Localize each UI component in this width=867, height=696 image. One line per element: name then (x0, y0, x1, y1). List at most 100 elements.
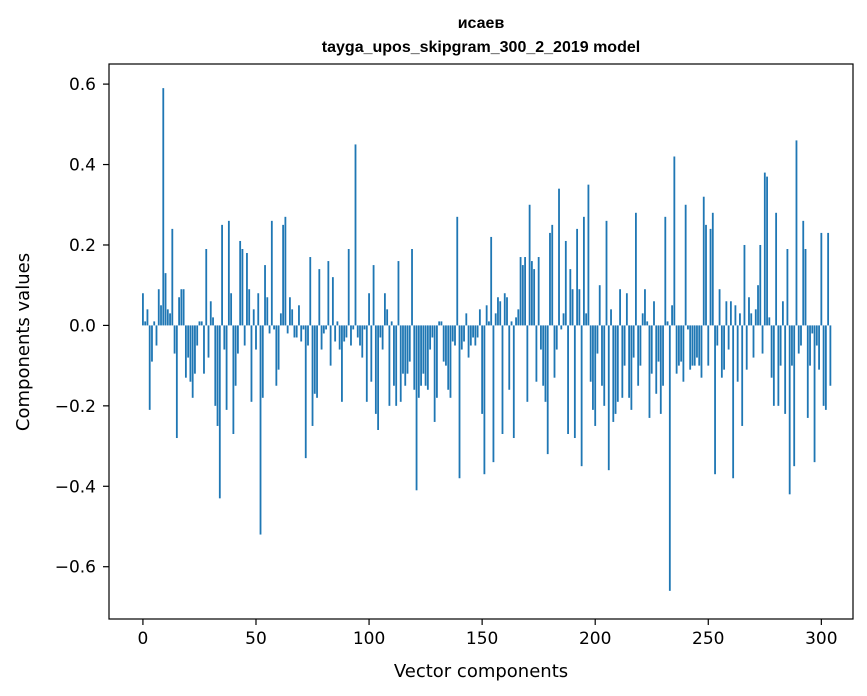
bar (736, 325, 739, 382)
x-axis-label: Vector components (394, 661, 568, 682)
bar (352, 325, 355, 330)
bar (564, 240, 567, 326)
bar (447, 325, 450, 390)
bar (528, 204, 531, 326)
bar (279, 313, 282, 326)
bar (465, 313, 468, 326)
bar (194, 325, 196, 374)
bar (815, 325, 818, 346)
bar (474, 325, 477, 346)
bar (711, 212, 714, 326)
bar (802, 220, 805, 326)
bar (148, 325, 151, 410)
bar (497, 297, 499, 326)
bar (291, 309, 294, 326)
bar (793, 325, 796, 467)
bar (691, 325, 694, 366)
bar (449, 325, 452, 398)
bar (406, 325, 409, 374)
bar (270, 220, 273, 326)
bar (232, 325, 235, 434)
bar (329, 325, 332, 366)
bar (399, 325, 402, 402)
bar (298, 305, 300, 326)
bar (754, 309, 757, 326)
bar (822, 325, 825, 406)
bar (827, 232, 830, 326)
bar (381, 325, 384, 350)
bar (512, 325, 515, 439)
bar (779, 325, 782, 366)
bar (576, 228, 579, 326)
y-tick-label: −0.6 (55, 558, 96, 578)
bar (374, 325, 377, 414)
bar (524, 257, 526, 326)
bar (519, 257, 522, 326)
bar (388, 325, 391, 406)
bar (241, 249, 244, 326)
bar (216, 325, 219, 426)
bar (212, 317, 214, 326)
bar (619, 289, 621, 326)
bar (492, 325, 495, 463)
bar (264, 265, 266, 326)
bar (741, 325, 744, 426)
bar (284, 216, 287, 326)
bar (390, 321, 393, 326)
bar (347, 249, 350, 326)
bar (302, 325, 305, 330)
bar (151, 325, 153, 362)
bar (709, 228, 712, 326)
bar (612, 325, 615, 422)
bar (363, 325, 366, 330)
bar (791, 325, 793, 366)
bar (395, 325, 398, 406)
bar (759, 244, 762, 326)
bar (585, 313, 588, 326)
bar (243, 325, 246, 346)
bar (757, 285, 759, 326)
y-tick-label: 0.0 (69, 316, 96, 336)
bar (189, 325, 192, 382)
bar (282, 224, 285, 326)
bar (610, 309, 612, 326)
x-tick-label: 150 (466, 629, 498, 649)
bar (336, 321, 339, 326)
bar (623, 325, 626, 366)
x-tick-label: 100 (353, 629, 385, 649)
bar (499, 301, 502, 326)
bar (696, 325, 698, 358)
bar (361, 325, 364, 358)
bar (635, 212, 637, 326)
bar (155, 325, 158, 346)
bar (227, 220, 230, 326)
bar (800, 325, 802, 346)
bar (316, 325, 318, 398)
bar (338, 325, 341, 350)
bar (166, 309, 169, 326)
bar (257, 293, 260, 326)
bar (537, 257, 540, 326)
bar (370, 325, 373, 382)
bar (327, 261, 330, 326)
bar (196, 325, 199, 346)
bar (483, 325, 486, 475)
bar (546, 325, 549, 455)
bar (558, 188, 560, 326)
bar (422, 325, 425, 374)
bar (313, 325, 316, 394)
bar (162, 88, 165, 326)
bar (540, 325, 542, 350)
x-tick-label: 300 (805, 629, 837, 649)
bar (700, 325, 703, 378)
bar (596, 325, 599, 354)
bar (252, 309, 255, 326)
bar (178, 297, 181, 326)
bar (630, 325, 633, 410)
chart-title-line1: исаев (458, 15, 505, 32)
bar (420, 325, 422, 386)
bar (632, 325, 635, 358)
bar (481, 325, 484, 414)
bar (605, 220, 608, 326)
